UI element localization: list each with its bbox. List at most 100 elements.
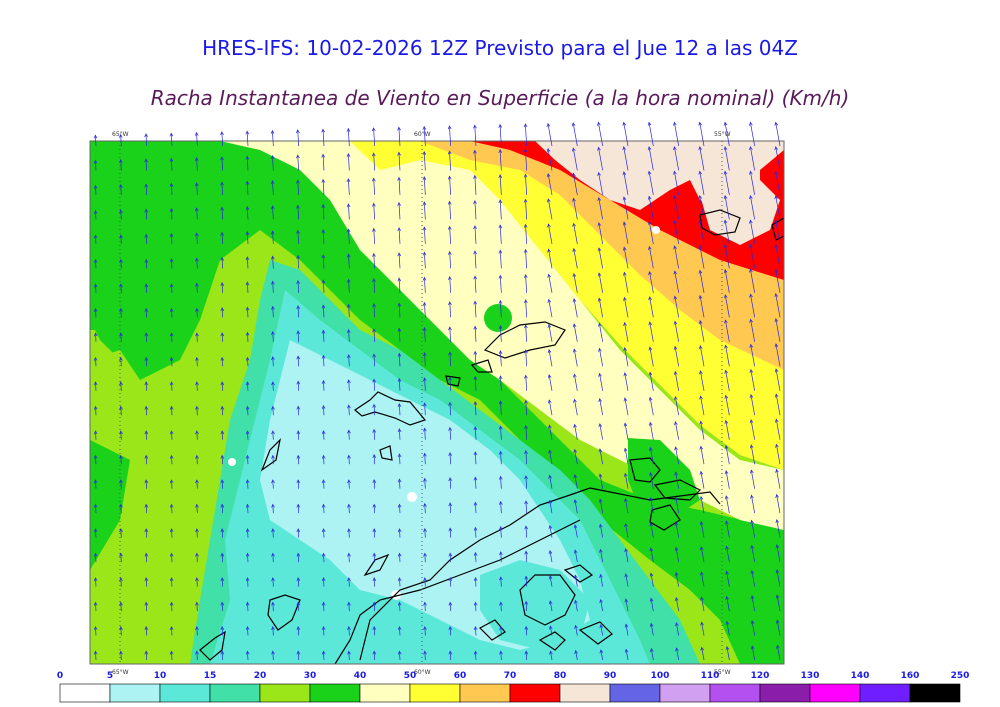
legend-tick-label: 5 [107, 671, 113, 681]
wind-arrow-head [573, 398, 577, 403]
wind-arrow [726, 571, 730, 587]
wind-arrow-head [750, 519, 754, 524]
wind-arrow-head [169, 454, 174, 459]
wind-arrow-head [169, 258, 174, 263]
wind-arrow [120, 308, 122, 318]
wind-arrow [750, 394, 756, 416]
wind-arrow-head [220, 405, 225, 410]
wind-arrow-head [169, 207, 174, 212]
wind-arrow-head [195, 332, 199, 337]
wind-arrow [650, 548, 654, 563]
wind-arrow [775, 146, 781, 171]
wind-arrows [93, 121, 781, 661]
coastline-islet-8 [538, 631, 566, 651]
wind-arrow-head [119, 601, 123, 606]
wind-arrow [674, 346, 680, 367]
wind-arrow-head [750, 645, 755, 650]
wind-arrow [750, 146, 756, 171]
wind-arrow [547, 173, 553, 196]
wind-arrow-head [372, 503, 377, 508]
wind-arrow [196, 333, 198, 342]
wind-arrow-head [775, 468, 779, 473]
wind-arrow [120, 479, 122, 489]
wind-arrow [500, 651, 502, 661]
wind-arrow-head [699, 395, 703, 400]
wind-arrow-head [750, 469, 754, 474]
wind-arrow [297, 305, 300, 318]
wind-arrow-head [93, 528, 98, 533]
wind-arrow-head [774, 195, 778, 200]
wind-arrow-head [220, 577, 225, 582]
wind-arrow-head [296, 154, 300, 159]
wind-arrow [297, 280, 300, 293]
wind-arrow [373, 479, 376, 489]
wind-arrow [272, 130, 274, 147]
wind-arrow-head [549, 650, 553, 655]
wind-arrow-head [623, 422, 628, 427]
wind-arrow-head [674, 546, 679, 551]
wind-arrow-head [119, 479, 123, 484]
wind-arrow [449, 651, 452, 661]
wind-arrow-head [144, 601, 149, 606]
wind-arrow-head [220, 231, 224, 236]
wind-arrow [221, 553, 224, 563]
wind-arrow-head [597, 272, 602, 277]
wind-arrow-head [448, 276, 452, 281]
wind-arrow [625, 498, 629, 514]
wind-arrow [650, 598, 654, 612]
wind-arrow [474, 225, 477, 244]
wind-arrow [676, 622, 680, 636]
wind-arrow [247, 282, 249, 293]
legend-swatch [859, 683, 911, 703]
wind-arrow [398, 152, 401, 171]
wind-arrow [120, 209, 122, 220]
wind-arrow [775, 419, 781, 440]
wind-arrow-head [698, 244, 703, 249]
wind-arrow [701, 571, 705, 587]
wind-arrow [650, 623, 654, 636]
wind-arrow-head [195, 232, 199, 237]
wind-arrow-head [397, 126, 401, 131]
wind-arrow-head [473, 451, 478, 456]
wind-arrow-head [271, 479, 275, 484]
wind-arrow-head [774, 243, 778, 249]
wind-arrow [196, 479, 198, 489]
wind-arrow [674, 122, 680, 147]
wind-arrow [624, 322, 629, 342]
wind-arrow-head [397, 453, 402, 458]
wind-arrow [500, 325, 502, 342]
gust-patch-white-4 [652, 226, 660, 234]
wind-arrow-head [448, 451, 452, 456]
legend-tick-label: 30 [304, 671, 317, 681]
wind-arrow-head [372, 177, 376, 182]
wind-arrow [348, 651, 350, 661]
wind-arrow-head [774, 170, 778, 175]
wind-arrow [623, 272, 629, 293]
wind-arrow-head [296, 254, 300, 259]
wind-arrow [724, 220, 730, 244]
wind-arrow [247, 406, 249, 416]
wind-arrow [449, 327, 452, 342]
wind-arrow [474, 150, 477, 171]
gust-patch-green-center [484, 304, 512, 332]
wind-arrow [648, 171, 654, 196]
legend-tick-label: 250 [951, 671, 970, 681]
wind-arrow-head [473, 250, 477, 255]
wind-arrow [624, 372, 629, 391]
wind-arrow [423, 151, 426, 171]
wind-arrow [170, 133, 173, 147]
lon-label-top-60w: 60°W [414, 131, 431, 138]
wind-arrow-head [675, 647, 679, 652]
wind-arrow-head [723, 243, 728, 249]
wind-arrow-head [296, 355, 301, 360]
wind-arrow-head [598, 448, 603, 453]
wind-arrow [548, 374, 553, 391]
wind-arrow-head [372, 202, 376, 207]
wind-arrow-head [423, 601, 427, 606]
legend-swatch [309, 683, 361, 703]
legend-swatch [909, 683, 961, 703]
wind-arrow [221, 131, 224, 147]
wind-arrow [474, 452, 477, 465]
wind-arrow-head [195, 405, 199, 410]
wind-arrow [525, 325, 528, 342]
